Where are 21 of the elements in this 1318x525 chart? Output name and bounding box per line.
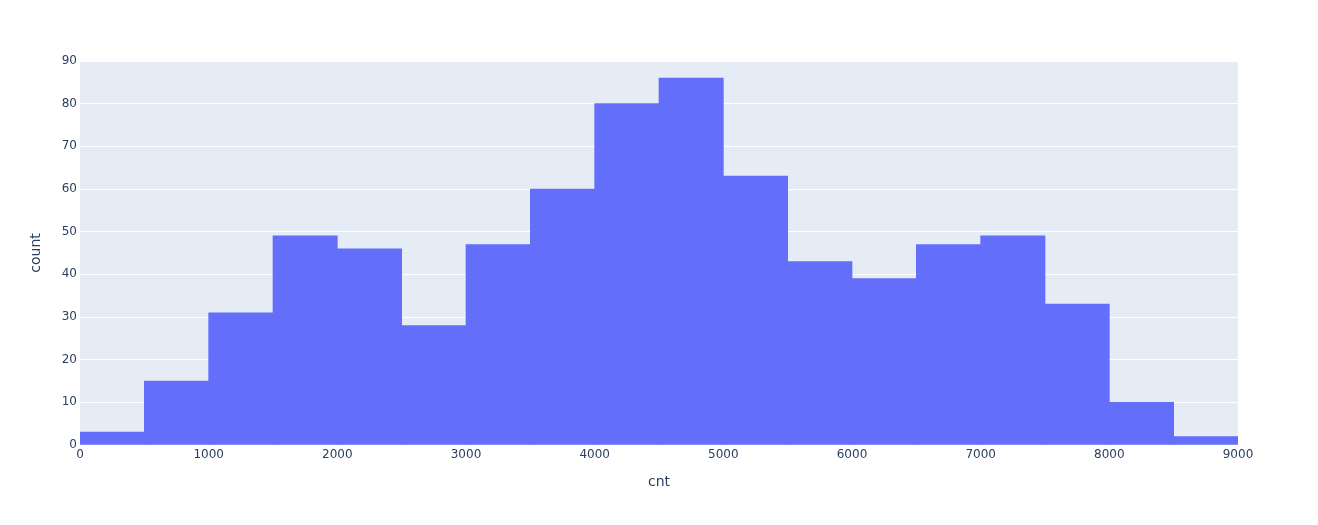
y-tick-label: 30 [61,309,77,324]
y-tick-label: 10 [61,394,77,409]
y-tick-label: 60 [61,181,77,196]
y-tick-label: 20 [61,351,77,366]
y-tick-label: 50 [61,223,77,238]
x-tick-label: 9000 [1222,447,1254,462]
x-tick-label: 5000 [708,447,739,462]
x-tick-label: 4000 [579,447,610,462]
x-tick-label: 1000 [193,447,224,462]
y-tick-label: 0 [69,437,77,452]
x-tick-label: 2000 [322,447,353,462]
x-tick-label: 8000 [1094,447,1125,462]
y-axis-title: count [27,232,44,273]
y-tick-label: 40 [61,266,77,281]
y-tick-label: 80 [61,95,77,110]
x-tick-label: 3000 [450,447,482,462]
y-tick-label: 90 [61,53,77,68]
x-tick-label: 6000 [836,447,868,462]
x-axis-title: cnt [647,473,671,490]
y-tick-label: 70 [61,138,77,153]
x-tick-label: 7000 [965,447,996,462]
